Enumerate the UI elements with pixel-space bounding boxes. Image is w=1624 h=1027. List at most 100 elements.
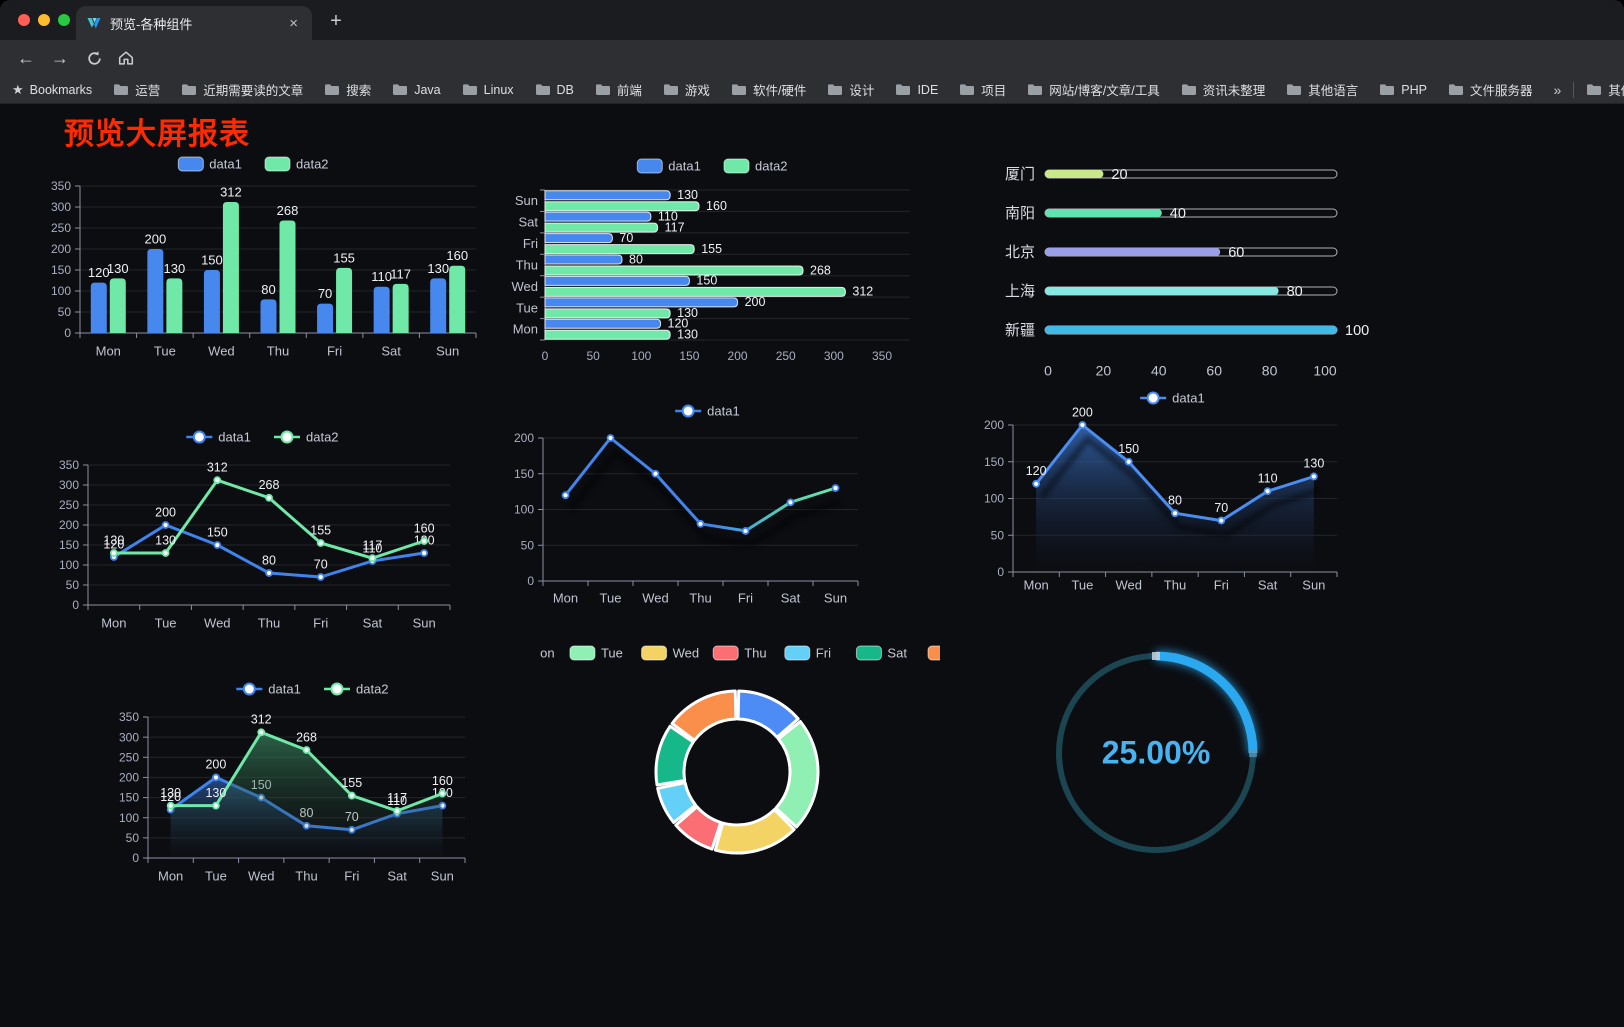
bookmark-folder[interactable]: Linux: [462, 83, 514, 97]
svg-text:25.00%: 25.00%: [1102, 734, 1211, 770]
tab-close-icon[interactable]: ×: [289, 14, 298, 32]
bookmark-folder[interactable]: Java: [392, 83, 441, 97]
forward-button[interactable]: →: [51, 47, 69, 68]
chart-city-progress[interactable]: 厦门 20 南阳 40 北京 60 上海 80 新疆 100 0 20 40 60 80 100: [985, 150, 1385, 400]
svg-text:300: 300: [824, 349, 844, 363]
svg-text:120: 120: [668, 317, 689, 331]
svg-text:Sat: Sat: [887, 645, 907, 660]
svg-text:268: 268: [810, 263, 831, 277]
svg-text:Thu: Thu: [267, 343, 289, 358]
bookmark-folder[interactable]: 设计: [827, 80, 874, 99]
bookmark-folder[interactable]: 资讯未整理: [1181, 80, 1265, 99]
svg-text:南阳: 南阳: [1005, 205, 1035, 222]
minimize-window-button[interactable]: [38, 14, 50, 26]
bookmark-folder[interactable]: 游戏: [663, 80, 710, 99]
bookmark-folder[interactable]: 网站/博客/文章/工具: [1027, 80, 1160, 99]
bookmark-folder[interactable]: 项目: [959, 80, 1006, 99]
chart-blue-area[interactable]: data1 0 50 100 150 200 Mon Tue Wed Thu Fri Sat Sun 12…: [980, 386, 1400, 634]
bookmark-folder[interactable]: 文件服务器: [1448, 80, 1532, 99]
svg-text:200: 200: [984, 418, 1004, 432]
bookmark-folder[interactable]: 运营: [113, 80, 160, 99]
svg-text:data1: data1: [268, 681, 301, 696]
bookmark-folder[interactable]: PHP: [1379, 83, 1427, 97]
svg-text:268: 268: [259, 478, 280, 492]
svg-text:110: 110: [362, 541, 382, 555]
svg-text:Wed: Wed: [512, 279, 539, 294]
svg-text:160: 160: [446, 248, 468, 263]
svg-text:Fri: Fri: [327, 343, 342, 358]
svg-text:160: 160: [432, 774, 453, 788]
tab-title: 预览-各种组件: [110, 16, 193, 32]
toolbar: ← → 127.0.0.1:3000/#/chart/preview/9: [0, 40, 1624, 111]
bookmark-folder[interactable]: 其他语言: [1286, 80, 1358, 99]
svg-text:厦门: 厦门: [1005, 166, 1035, 183]
svg-text:250: 250: [51, 221, 71, 235]
svg-text:Fri: Fri: [313, 615, 328, 630]
bookmarks-manager-item[interactable]: ★ Bookmarks: [12, 81, 93, 97]
svg-text:data1: data1: [668, 158, 701, 173]
svg-text:130: 130: [155, 533, 176, 547]
reload-icon: [87, 50, 101, 65]
svg-text:Fri: Fri: [816, 645, 831, 660]
page-content: 预览大屏报表 data1 data2 0 50 100 150 200 250 300 350 Mo…: [0, 104, 1624, 1027]
chart-ring-progress[interactable]: 25.00%: [1010, 639, 1310, 979]
svg-text:Sun: Sun: [1302, 577, 1325, 592]
svg-text:Fri: Fri: [1214, 577, 1229, 592]
svg-text:Thu: Thu: [744, 645, 766, 660]
svg-text:Mon: Mon: [96, 343, 121, 358]
chart-two-line-area[interactable]: data1 data2 0 50 100 150 200 250 300 350 Mon Tue Wed…: [100, 670, 530, 928]
bookmarks-overflow-chevron[interactable]: »: [1553, 81, 1562, 98]
zoom-window-button[interactable]: [58, 14, 70, 26]
svg-text:100: 100: [1313, 363, 1337, 379]
svg-text:100: 100: [514, 503, 534, 517]
svg-text:268: 268: [277, 203, 299, 218]
svg-text:150: 150: [696, 274, 717, 288]
bookmark-folder[interactable]: 前端: [595, 80, 642, 99]
back-button[interactable]: ←: [17, 47, 35, 68]
other-bookmarks-folder[interactable]: 其他书签: [1586, 80, 1624, 99]
svg-text:120: 120: [103, 537, 124, 551]
chart-gradient-line[interactable]: data1 0 50 100 150 200 Mon Tue Wed Thu Fri Sat Sun: [500, 396, 920, 644]
browser-tab[interactable]: 预览-各种组件 ×: [76, 6, 312, 40]
svg-text:Sat: Sat: [781, 590, 801, 605]
svg-text:100: 100: [1345, 323, 1369, 339]
new-tab-button[interactable]: +: [330, 10, 342, 32]
svg-text:Tue: Tue: [154, 343, 176, 358]
svg-text:200: 200: [205, 758, 226, 772]
svg-text:Sat: Sat: [387, 868, 407, 883]
chart-two-line[interactable]: data1 data2 0 50 100 150 200 250 300 350 Mon Tue Wed…: [40, 416, 470, 664]
close-window-button[interactable]: [18, 14, 30, 26]
tab-favicon: [87, 18, 101, 29]
chart-grouped-bar[interactable]: data1 data2 0 50 100 150 200 250 300 350 Mon Tue Wed…: [40, 150, 488, 380]
home-button[interactable]: [112, 44, 140, 72]
svg-text:60: 60: [1206, 363, 1222, 379]
bookmark-folder[interactable]: DB: [535, 83, 574, 97]
svg-text:70: 70: [1214, 501, 1228, 515]
svg-text:Wed: Wed: [204, 615, 231, 630]
bookmark-folder[interactable]: IDE: [895, 83, 938, 97]
svg-text:200: 200: [155, 505, 176, 519]
svg-text:350: 350: [51, 179, 71, 193]
svg-text:117: 117: [390, 266, 411, 281]
chart-horizontal-bar[interactable]: data1 data2 Sun Sat Fri Thu Wed Tue Mon 0 50 100 150…: [500, 150, 926, 380]
svg-text:Thu: Thu: [689, 590, 711, 605]
bookmark-folder[interactable]: 软件/硬件: [731, 80, 806, 99]
reload-button[interactable]: [80, 44, 108, 72]
bookmark-folder[interactable]: 近期需要读的文章: [181, 80, 303, 99]
svg-text:200: 200: [59, 518, 79, 532]
svg-text:60: 60: [1228, 245, 1244, 261]
svg-text:130: 130: [677, 188, 698, 202]
svg-text:350: 350: [872, 349, 892, 363]
svg-text:150: 150: [207, 525, 228, 539]
svg-text:80: 80: [1168, 493, 1182, 507]
svg-text:50: 50: [991, 528, 1005, 542]
svg-text:200: 200: [145, 231, 167, 246]
svg-text:40: 40: [1170, 206, 1186, 222]
bookmark-folder[interactable]: 搜索: [324, 80, 371, 99]
svg-text:Tue: Tue: [155, 615, 177, 630]
svg-text:268: 268: [296, 730, 317, 744]
svg-text:120: 120: [1026, 464, 1047, 478]
svg-text:Fri: Fri: [344, 868, 359, 883]
